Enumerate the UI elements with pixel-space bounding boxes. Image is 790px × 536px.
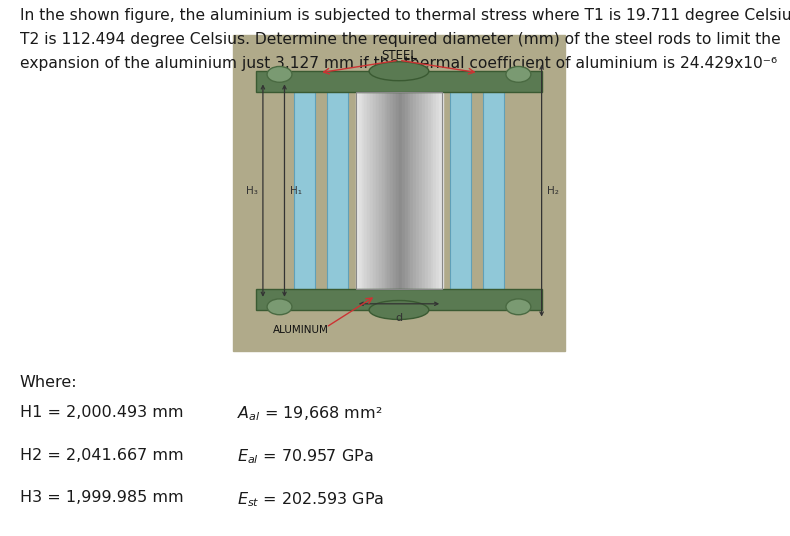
Ellipse shape	[369, 301, 429, 319]
Bar	[450, 92, 471, 289]
Text: In the shown figure, the aluminium is subjected to thermal stress where T1 is 19: In the shown figure, the aluminium is su…	[20, 8, 790, 23]
Bar	[427, 92, 431, 289]
Bar	[356, 92, 359, 289]
Text: d: d	[395, 314, 403, 323]
Text: H2 = 2,041.667 mm: H2 = 2,041.667 mm	[20, 448, 183, 463]
Bar	[434, 92, 437, 289]
Bar	[364, 92, 368, 289]
Bar	[419, 92, 423, 289]
Text: H₁: H₁	[290, 185, 302, 196]
Ellipse shape	[369, 62, 429, 81]
Bar	[387, 92, 391, 289]
Bar	[431, 92, 434, 289]
Bar	[399, 92, 403, 289]
Ellipse shape	[267, 66, 292, 82]
Bar	[359, 92, 363, 289]
Text: expansion of the aluminium just 3.127 mm if the thermal coefficient of aluminium: expansion of the aluminium just 3.127 mm…	[20, 56, 777, 71]
Bar	[396, 92, 400, 289]
Text: T2 is 112.494 degree Celsius. Determine the required diameter (mm) of the steel : T2 is 112.494 degree Celsius. Determine …	[20, 32, 781, 47]
Bar	[362, 92, 365, 289]
Ellipse shape	[506, 66, 531, 82]
Bar	[402, 92, 405, 289]
Bar	[422, 92, 426, 289]
Bar	[393, 92, 397, 289]
Bar	[416, 92, 419, 289]
Bar	[425, 92, 428, 289]
Text: H₃: H₃	[246, 185, 258, 196]
Text: H₂: H₂	[547, 185, 559, 196]
Bar	[356, 92, 442, 289]
Bar	[483, 92, 504, 289]
Text: $A_{al}$ = 19,668 mm²: $A_{al}$ = 19,668 mm²	[237, 405, 382, 423]
Bar	[411, 92, 414, 289]
Bar	[376, 92, 380, 289]
Bar	[390, 92, 394, 289]
Bar	[371, 92, 374, 289]
Ellipse shape	[506, 299, 531, 315]
Bar	[256, 289, 542, 310]
Text: $E_{st}$ = 202.593 GPa: $E_{st}$ = 202.593 GPa	[237, 490, 384, 509]
Bar	[233, 35, 565, 351]
Bar	[404, 92, 408, 289]
Bar	[367, 92, 371, 289]
Bar	[373, 92, 377, 289]
Text: STEEL: STEEL	[381, 49, 417, 62]
Bar	[327, 92, 348, 289]
Text: ALUMINUM: ALUMINUM	[273, 325, 329, 336]
Bar	[256, 71, 542, 92]
Bar	[382, 92, 386, 289]
Bar	[439, 92, 443, 289]
Text: Where:: Where:	[20, 375, 77, 390]
Text: $E_{al}$ = 70.957 GPa: $E_{al}$ = 70.957 GPa	[237, 448, 374, 466]
Bar	[385, 92, 388, 289]
Bar	[408, 92, 412, 289]
Ellipse shape	[267, 299, 292, 315]
Bar	[413, 92, 417, 289]
Bar	[379, 92, 382, 289]
Bar	[294, 92, 315, 289]
Text: H1 = 2,000.493 mm: H1 = 2,000.493 mm	[20, 405, 183, 420]
Bar	[436, 92, 440, 289]
Text: H3 = 1,999.985 mm: H3 = 1,999.985 mm	[20, 490, 183, 505]
